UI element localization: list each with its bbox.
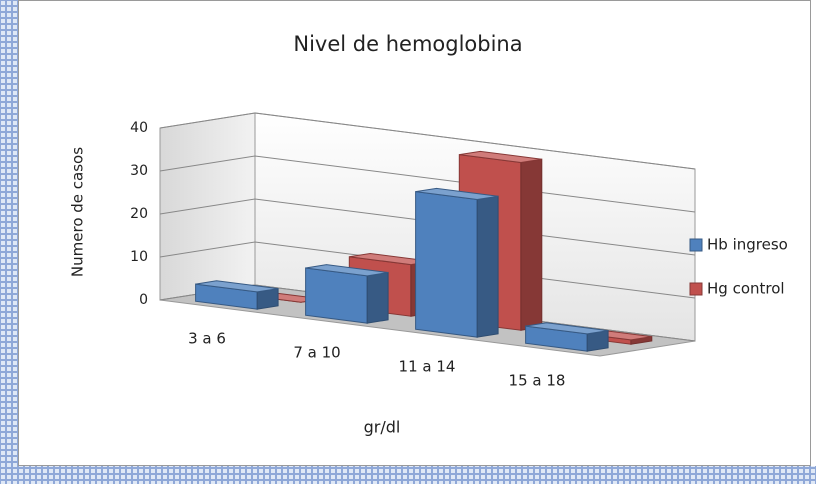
legend-label: Hg control (707, 280, 785, 298)
grid-line (159, 112, 696, 170)
x-tick-label: 11 a 14 (399, 358, 456, 376)
bar-side (476, 195, 499, 338)
legend-label: Hb ingreso (707, 236, 788, 254)
frame-left (0, 0, 18, 484)
bar-front (415, 191, 478, 338)
grid-line (159, 284, 696, 342)
grid-line (159, 198, 696, 256)
legend-swatch (689, 238, 703, 252)
x-tick-label: 7 a 10 (293, 344, 340, 362)
bar-top (459, 150, 542, 164)
bar (415, 187, 499, 338)
y-tick-label: 40 (130, 120, 148, 136)
bar (305, 264, 389, 324)
bar-top (525, 322, 609, 335)
chart-title: Nivel de hemoglobina (293, 32, 522, 56)
legend-swatch (689, 282, 703, 296)
plot: 0 10 20 30 40 3 a 6 7 a 10 11 a 14 15 a 18 Hb ing… (130, 112, 788, 390)
x-axis-title: gr/dl (364, 418, 401, 437)
y-tick-label: 30 (130, 163, 148, 179)
bar (525, 322, 609, 352)
grid-line (159, 241, 696, 299)
x-tick-label: 15 a 18 (509, 372, 566, 390)
bar-top (195, 280, 279, 293)
frame-bottom (0, 466, 816, 484)
x-tick-label: 3 a 6 (188, 330, 226, 348)
bar-side (366, 271, 389, 324)
bar-side (520, 158, 543, 331)
grid-line (159, 155, 696, 213)
y-tick-label: 0 (139, 292, 148, 308)
bar (195, 280, 279, 310)
bar-top (305, 264, 389, 277)
y-tick-label: 10 (130, 249, 148, 265)
bar-front (305, 267, 368, 324)
y-axis-title: Numero de casos (69, 147, 87, 277)
y-tick-label: 20 (130, 206, 148, 222)
bar-top (415, 187, 499, 201)
